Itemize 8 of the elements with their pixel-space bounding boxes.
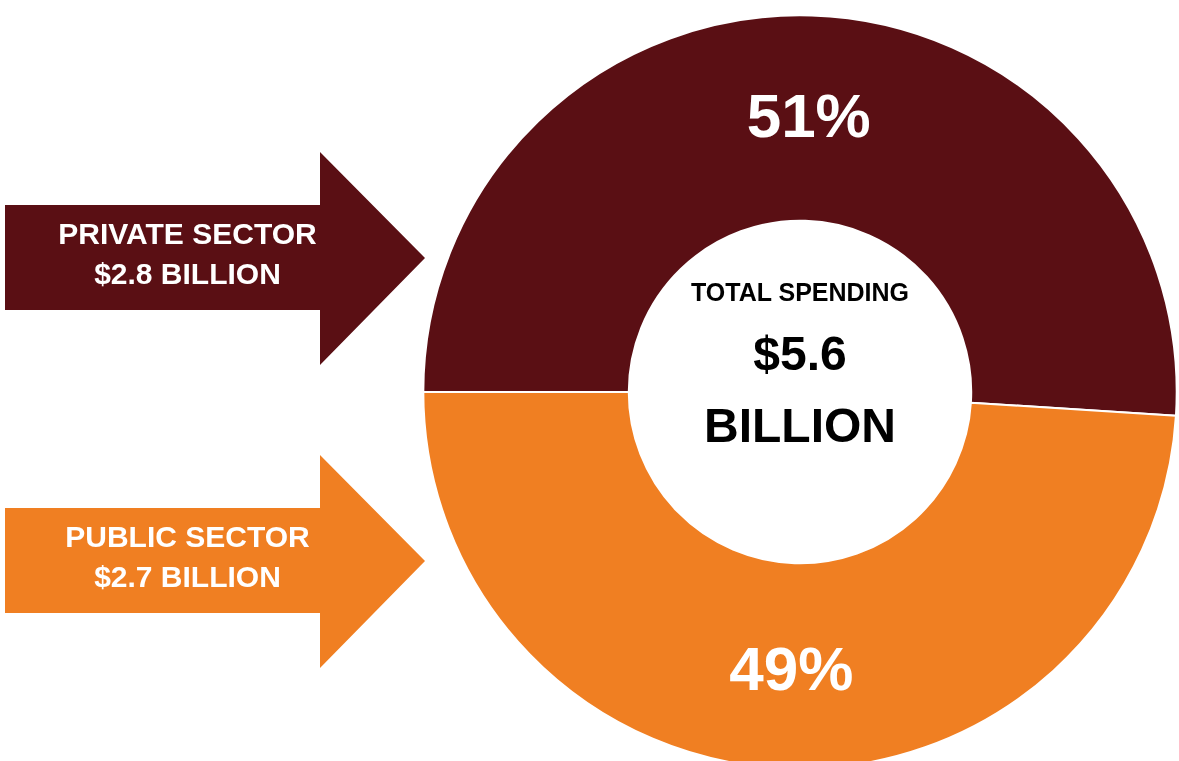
slice-label: PUBLIC SECTOR <box>64 519 311 555</box>
data-label: 51% <box>746 80 871 150</box>
text: TOTAL SPENDING <box>689 277 911 308</box>
text: $5.6 BILLION <box>703 326 897 454</box>
data-label: 49% <box>729 634 854 704</box>
text: $2.7 BILLION <box>93 559 282 595</box>
text: $2.8 BILLION <box>93 256 282 292</box>
slice-label: PRIVATE SECTOR <box>57 216 318 252</box>
